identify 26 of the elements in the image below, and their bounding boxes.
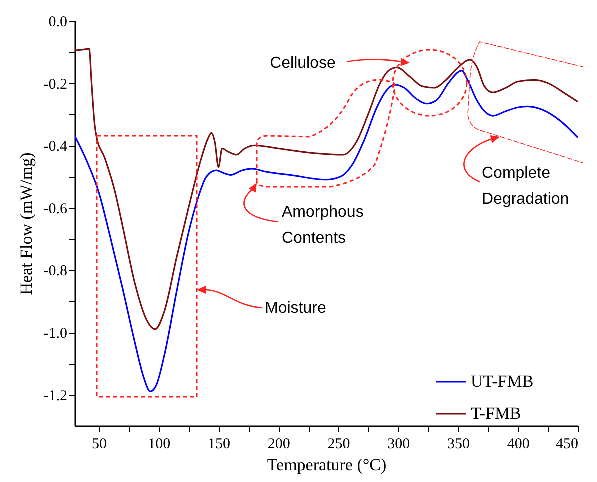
x-tick-label: 50: [92, 436, 107, 452]
y-axis-title: Heat Flow (mW/mg): [16, 152, 36, 296]
x-tick-label: 350: [447, 436, 470, 452]
line-series: [75, 70, 578, 393]
y-tick-label: 0.0: [48, 14, 68, 30]
line-series: [75, 48, 578, 330]
x-tick-label: 450: [556, 436, 578, 452]
y-tick-label: -0.6: [44, 201, 68, 218]
y-tick-label: -0.8: [44, 264, 68, 280]
x-tick-label: 200: [268, 436, 290, 452]
annotation: Moisture: [265, 300, 326, 317]
y-tick-label: -1.2: [44, 388, 68, 404]
x-axis-title: Temperature (°C): [267, 456, 387, 474]
annotation: Amorphous Contents: [282, 204, 364, 247]
y-tick-label: -1.0: [44, 326, 68, 342]
legend-label: UT-FMB: [471, 372, 534, 391]
x-tick-label: 300: [388, 436, 410, 452]
annotation: Complete Degradation: [482, 165, 570, 208]
x-tick-label: 250: [328, 436, 350, 452]
x-tick-label: 100: [148, 436, 171, 452]
legend-label: T-FMB: [471, 404, 522, 423]
y-tick-label: -0.4: [44, 139, 68, 156]
x-tick-label: 400: [507, 436, 530, 452]
y-tick-label: -0.2: [44, 76, 68, 93]
x-tick-label: 150: [208, 436, 230, 452]
annotation: Cellulose: [270, 55, 336, 72]
